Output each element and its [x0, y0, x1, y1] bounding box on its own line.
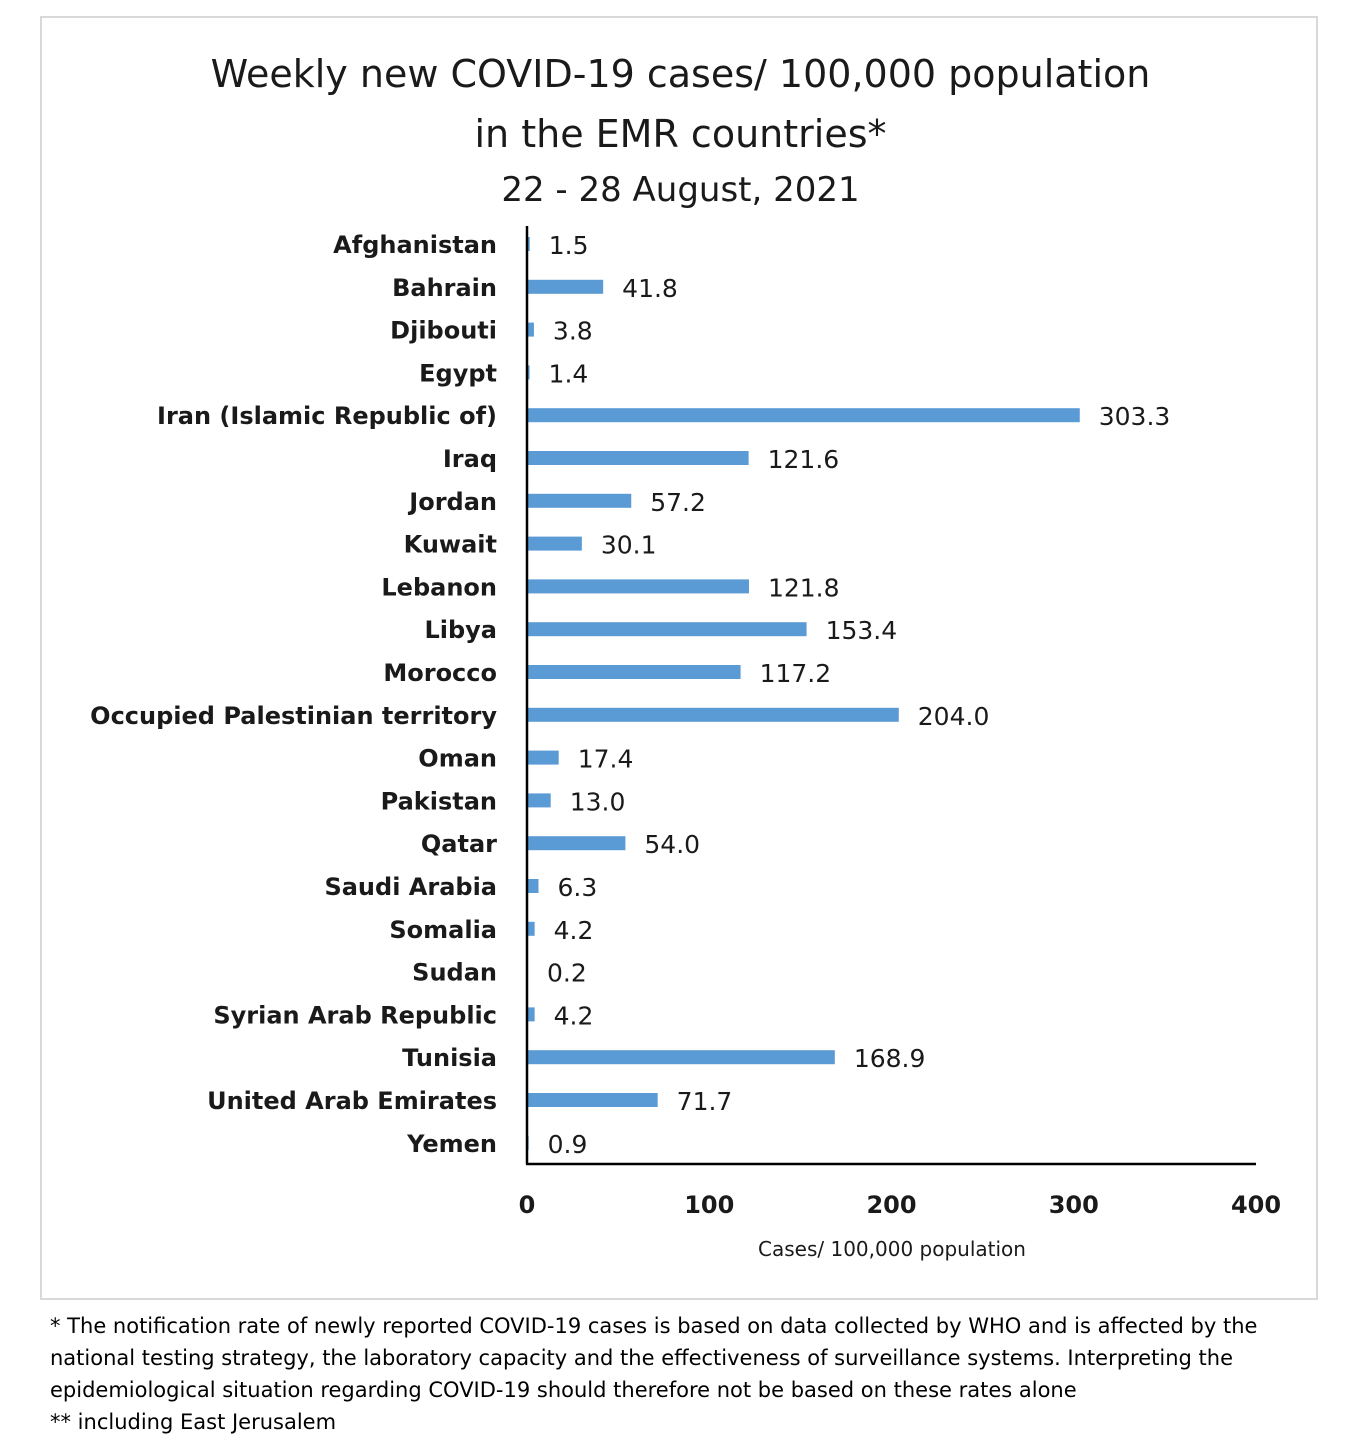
- category-label: Kuwait: [404, 531, 497, 559]
- bar: [527, 451, 749, 465]
- bar: [527, 1007, 535, 1022]
- data-label: 121.6: [768, 445, 840, 474]
- chart-frame: [40, 16, 1318, 1300]
- category-label: Egypt: [419, 359, 497, 387]
- category-label: Jordan: [407, 488, 497, 516]
- bar: [527, 279, 604, 294]
- category-label: Somalia: [389, 916, 497, 944]
- category-label: Saudi Arabia: [324, 873, 497, 901]
- x-tick-label: 200: [866, 1191, 916, 1219]
- category-label: Bahrain: [392, 274, 497, 302]
- data-label: 121.8: [768, 573, 840, 602]
- bar: [527, 1050, 835, 1065]
- category-label: Libya: [424, 616, 497, 644]
- bar: [527, 836, 626, 851]
- bar: [527, 579, 749, 594]
- data-label: 3.8: [553, 317, 593, 346]
- chart-title: Weekly new COVID-19 cases/ 100,000 popul…: [210, 52, 1151, 96]
- data-label: 0.9: [548, 1130, 588, 1159]
- category-label: Tunisia: [402, 1044, 497, 1072]
- category-label: Pakistan: [381, 787, 497, 815]
- chart-title-line2: in the EMR countries*: [474, 112, 887, 156]
- category-label: Djibouti: [390, 317, 497, 345]
- data-label: 4.2: [554, 916, 594, 945]
- data-label: 4.2: [554, 1001, 594, 1030]
- category-label: Iran (Islamic Republic of): [157, 402, 497, 430]
- data-label: 303.3: [1099, 402, 1171, 431]
- category-label: Oman: [418, 745, 497, 773]
- bar-chart: Afghanistan 1.5 Bahrain 41.8 Djibouti 3.8 Egyp…: [90, 226, 1281, 1261]
- data-label: 0.2: [547, 959, 587, 988]
- bar: [527, 793, 551, 808]
- data-label: 117.2: [760, 659, 832, 688]
- bar: [527, 365, 530, 380]
- bar: [527, 322, 534, 337]
- category-label: United Arab Emirates: [207, 1087, 497, 1115]
- data-label: 17.4: [578, 745, 634, 774]
- category-label: Syrian Arab Republic: [213, 1001, 497, 1029]
- data-label: 153.4: [826, 616, 898, 645]
- bar: [527, 665, 741, 679]
- category-label: Qatar: [421, 830, 497, 858]
- bar: [527, 493, 632, 508]
- data-label: 204.0: [918, 702, 990, 731]
- category-label: Yemen: [406, 1130, 497, 1158]
- data-label: 168.9: [854, 1044, 926, 1073]
- bar: [527, 750, 559, 765]
- x-tick-labels: 0 100 200 300 400: [519, 1191, 1281, 1219]
- data-label: 57.2: [650, 488, 706, 517]
- x-tick-label: 300: [1049, 1191, 1099, 1219]
- category-label: Afghanistan: [333, 231, 497, 259]
- bar: [527, 622, 807, 637]
- footnote: * The notification rate of newly reporte…: [50, 1310, 1340, 1438]
- category-label: Iraq: [443, 445, 497, 473]
- category-label: Sudan: [412, 959, 497, 987]
- bar: [527, 536, 582, 551]
- bar: [527, 1093, 658, 1107]
- data-label: 6.3: [557, 873, 597, 902]
- x-tick-label: 400: [1231, 1191, 1281, 1219]
- footnote-main: * The notification rate of newly reporte…: [50, 1314, 1258, 1402]
- data-label: 54.0: [644, 830, 700, 859]
- bar: [527, 921, 535, 936]
- category-label: Lebanon: [381, 573, 497, 601]
- data-label: 1.4: [549, 359, 589, 388]
- bar: [527, 707, 899, 722]
- category-label: Morocco: [383, 659, 497, 687]
- data-label: 1.5: [549, 231, 589, 260]
- bar: [527, 879, 539, 893]
- data-label: 30.1: [601, 531, 657, 560]
- bars-group: Afghanistan 1.5 Bahrain 41.8 Djibouti 3.8 Egyp…: [90, 231, 1170, 1159]
- x-tick-label: 100: [684, 1191, 734, 1219]
- bar: [527, 408, 1080, 423]
- category-label: Occupied Palestinian territory: [90, 702, 497, 730]
- data-label: 71.7: [677, 1087, 733, 1116]
- x-tick-label: 0: [519, 1191, 536, 1219]
- footnote-jerusalem: ** including East Jerusalem: [50, 1410, 337, 1434]
- chart-subtitle: 22 - 28 August, 2021: [501, 170, 860, 210]
- data-label: 13.0: [570, 787, 626, 816]
- bar: [527, 237, 530, 251]
- data-label: 41.8: [622, 274, 678, 303]
- x-axis-label: Cases/ 100,000 population: [758, 1237, 1026, 1261]
